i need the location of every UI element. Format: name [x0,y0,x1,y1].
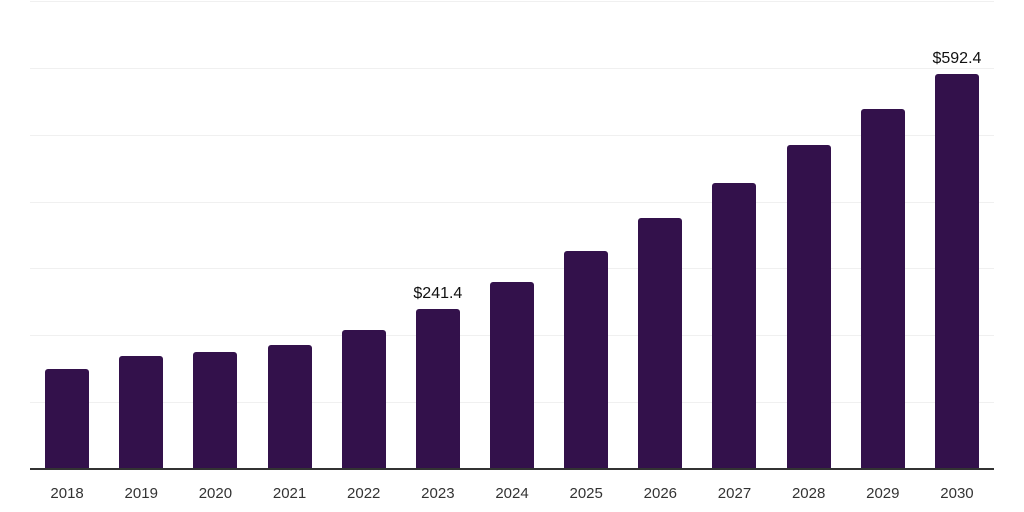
bar-band-2020 [178,2,252,470]
bar-2028 [786,145,831,470]
x-tick-2021: 2021 [272,485,307,502]
bar-band-2019 [104,2,178,470]
bar-2026 [638,217,683,470]
x-tick-2025: 2025 [569,485,603,502]
x-tick-2022: 2022 [347,485,381,502]
bar-2027 [712,182,757,470]
x-tick-2030: 2030 [940,485,974,502]
bar-2018 [45,369,90,470]
bar-band-2028 [772,2,846,470]
bar-band-2022 [327,2,401,470]
bar-2023 [415,308,460,470]
plot-area: $241.4 $592.4 [30,1,994,470]
bar-value-label-2030: $592.4 [932,49,982,67]
bar-2029 [860,108,905,470]
bar-band-2027 [697,2,771,470]
bar-value-label-2023: $241.4 [413,284,463,302]
gridline-700 [30,1,994,2]
bar-2020 [193,352,238,470]
x-tick-2019: 2019 [124,485,158,502]
x-tick-2023: 2023 [421,485,455,502]
bar-2019 [119,355,164,470]
x-tick-2026: 2026 [643,485,678,502]
bar-2030 [934,73,979,470]
x-tick-2018: 2018 [50,485,84,502]
bar-2022 [341,329,386,470]
bar-band-2018 [30,2,104,470]
bar-band-2024 [475,2,549,470]
bar-band-2025 [549,2,623,470]
bar-2021 [267,344,312,470]
bars-container: $241.4 $592.4 [30,2,994,470]
bar-2025 [564,251,609,470]
gridline-300 [30,268,994,270]
bar-band-2030: $592.4 [920,2,994,470]
bar-band-2023: $241.4 [401,2,475,470]
bar-band-2029 [846,2,920,470]
gridline-500 [30,134,994,136]
x-axis-line [30,468,994,470]
x-tick-2024: 2024 [495,485,529,502]
gridline-400 [30,201,994,203]
x-axis-tick-labels: 2018 2019 2020 2021 2022 2023 2024 2025 2026 2027… [30,484,994,504]
x-tick-2029: 2029 [866,485,900,502]
bar-band-2021 [252,2,326,470]
bar-2024 [490,282,535,470]
x-tick-2020: 2020 [198,485,233,502]
x-tick-2027: 2027 [717,485,752,502]
x-tick-2028: 2028 [791,485,826,502]
gridline-600 [30,67,994,69]
bar-band-2026 [623,2,697,470]
